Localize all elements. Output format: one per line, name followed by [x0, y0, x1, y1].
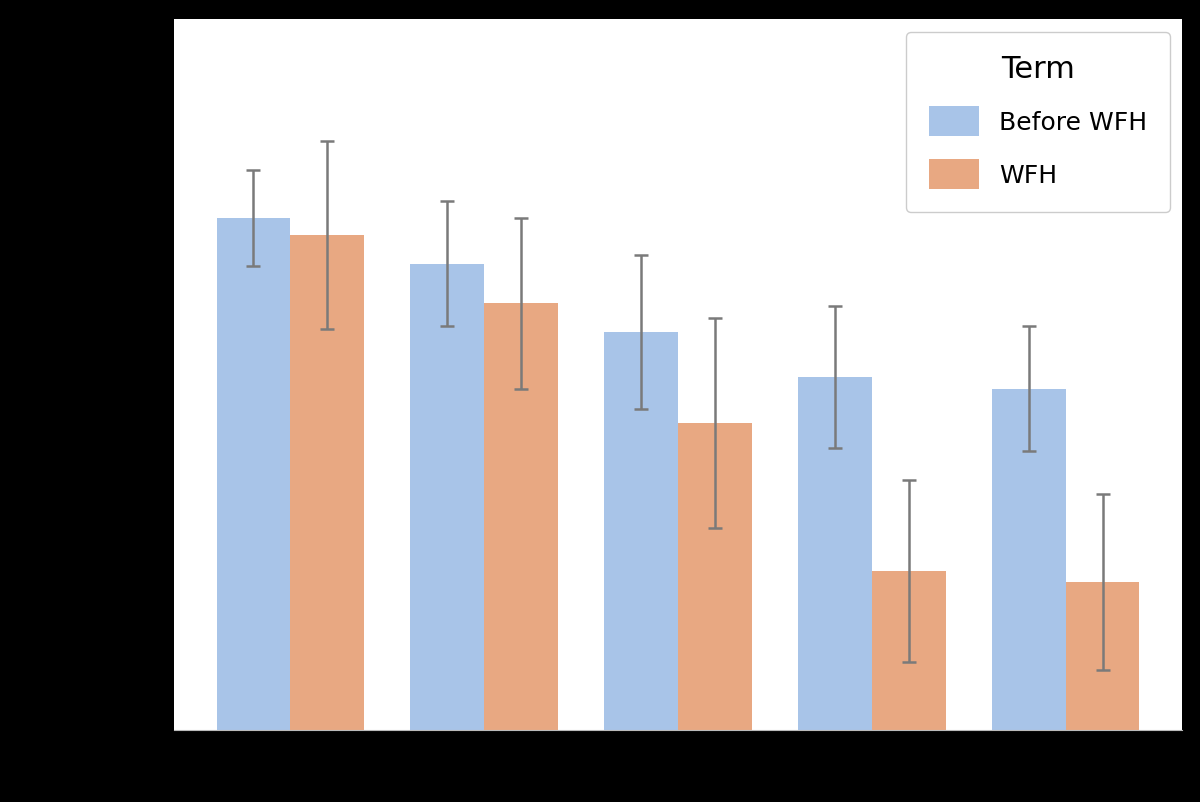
- Bar: [872, 571, 946, 730]
- Bar: [217, 219, 290, 730]
- Legend: Before WFH, WFH: Before WFH, WFH: [906, 33, 1170, 213]
- Bar: [992, 389, 1066, 730]
- Bar: [605, 332, 678, 730]
- Bar: [484, 304, 558, 730]
- Bar: [290, 236, 364, 730]
- Bar: [1066, 582, 1139, 730]
- Bar: [410, 264, 484, 730]
- Bar: [798, 378, 872, 730]
- Bar: [678, 423, 751, 730]
